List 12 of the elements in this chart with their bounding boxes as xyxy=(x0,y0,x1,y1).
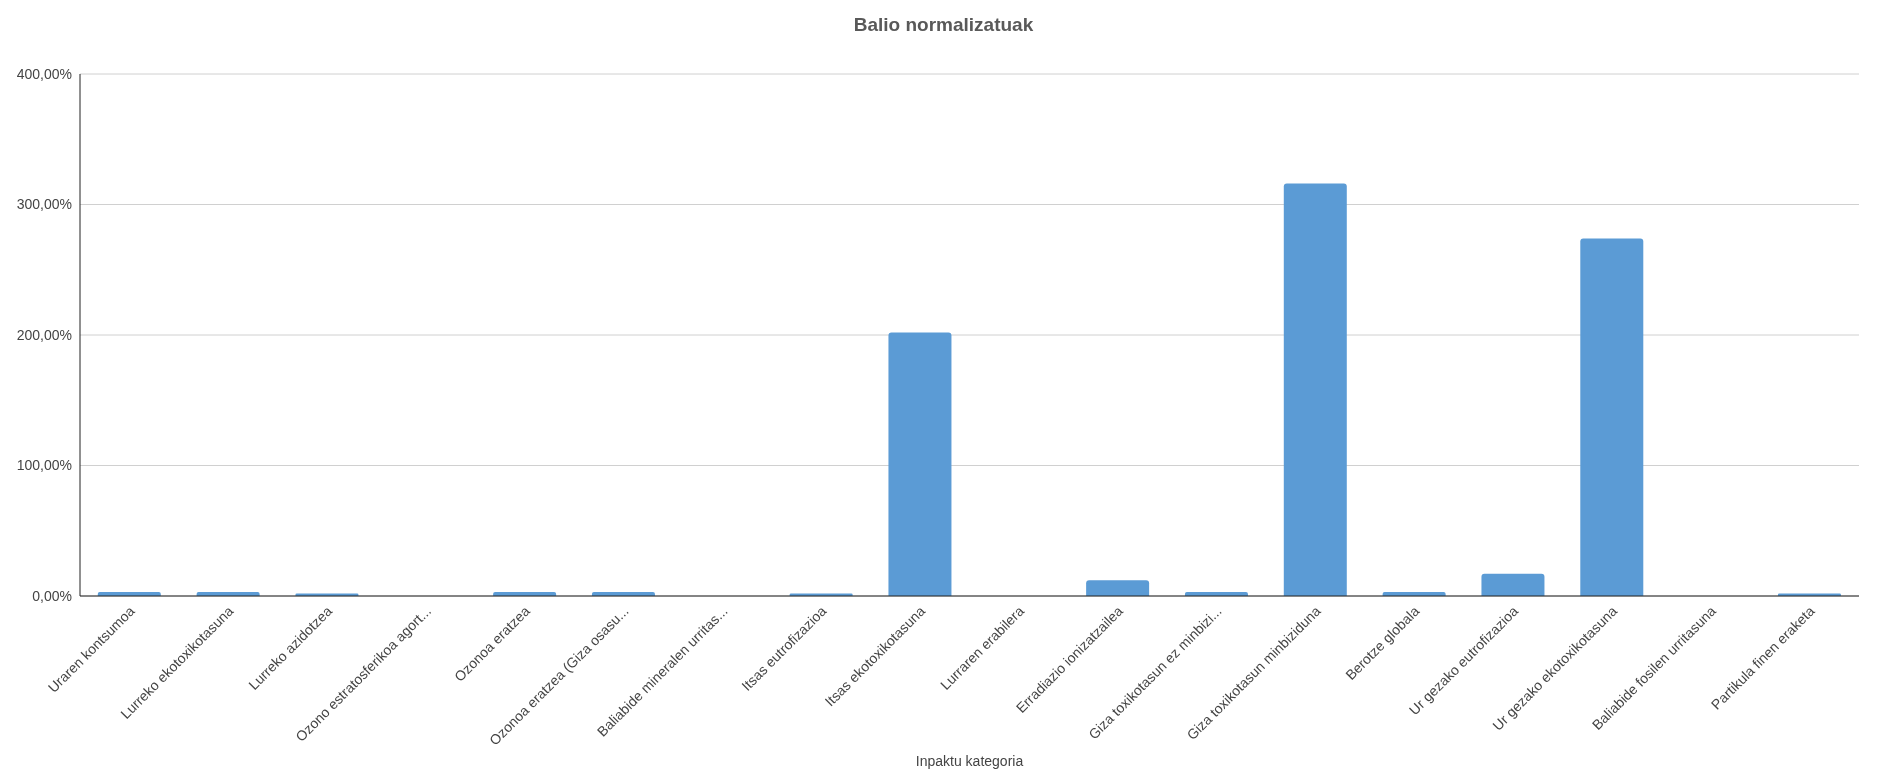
y-tick-label: 200,00% xyxy=(16,326,72,343)
y-tick-label: 300,00% xyxy=(16,196,72,213)
bar xyxy=(1481,573,1545,596)
x-axis-title: Inpaktu kategoria xyxy=(915,753,1024,769)
bar xyxy=(1086,580,1150,596)
bar xyxy=(1283,183,1347,596)
bar xyxy=(1580,238,1644,596)
bar xyxy=(888,332,952,596)
y-tick-label: 100,00% xyxy=(16,457,72,474)
y-tick-label: 0,00% xyxy=(32,587,72,604)
chart-title: Balio normalizatuak xyxy=(852,13,1035,37)
y-tick-label: 400,00% xyxy=(16,65,72,82)
